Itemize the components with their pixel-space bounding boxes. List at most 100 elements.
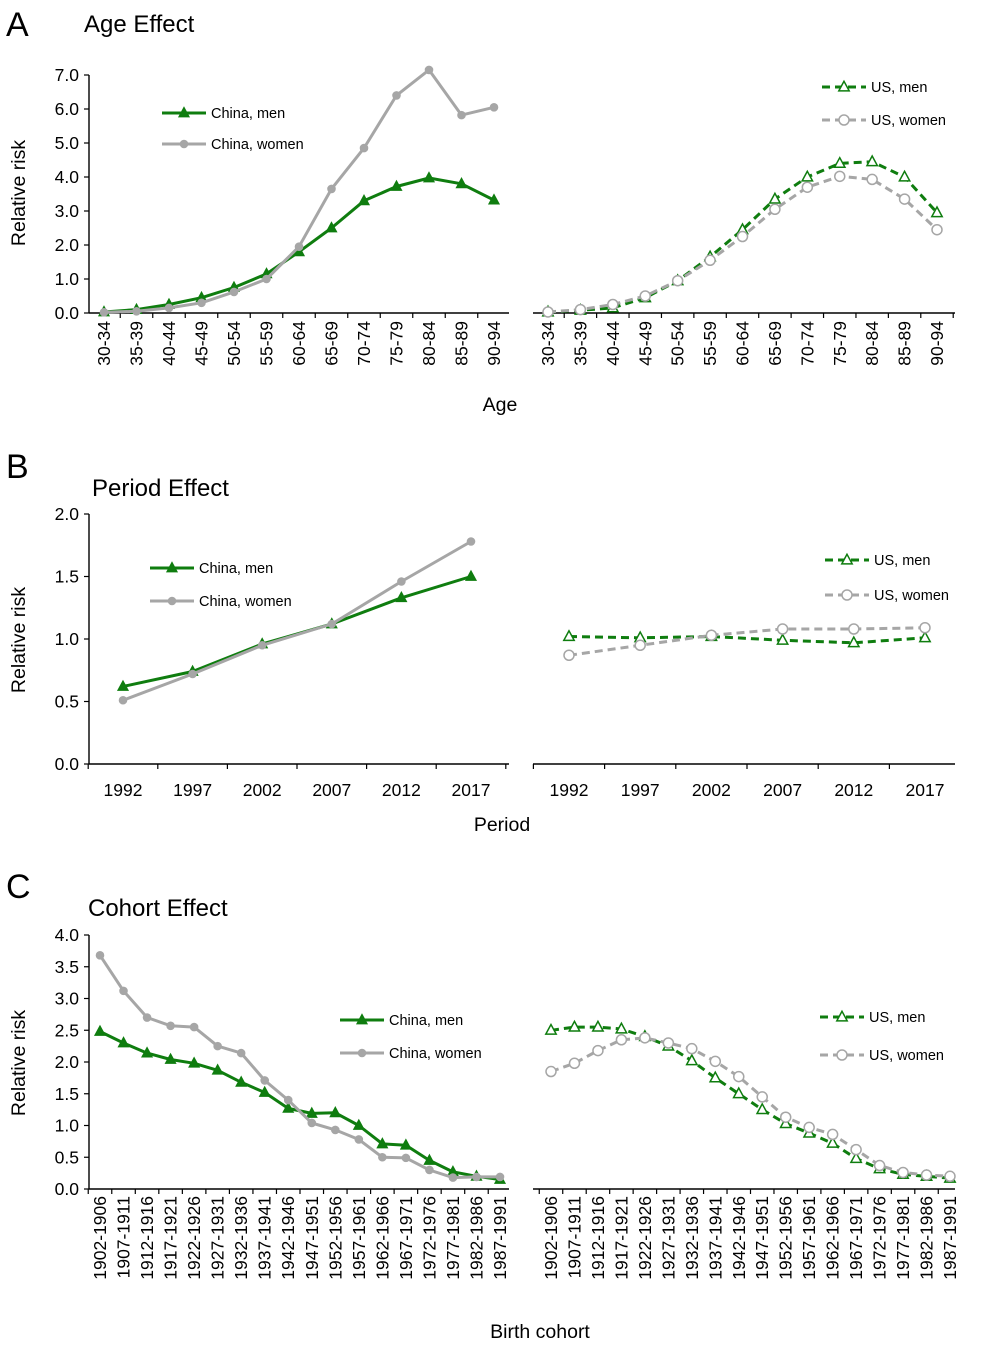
- data-point-china_women: [401, 1153, 411, 1163]
- x-tick-label: 1902-1906: [541, 1196, 561, 1280]
- data-point-china_men: [464, 569, 478, 581]
- data-point-us_men: [833, 156, 847, 169]
- data-point-us_men: [898, 169, 912, 182]
- y-tick-label: 2.0: [55, 235, 80, 255]
- x-tick-label: 65-69: [322, 321, 342, 366]
- series-line-china_men: [122, 575, 472, 688]
- legend-marker-us_men: [835, 1009, 849, 1022]
- x-tick-label: 60-64: [289, 321, 309, 366]
- age-effect-us-chart: 30-34 35-39 40-44 45-49 50-54 55-59 60-64 65-69…: [533, 79, 955, 366]
- x-tick-label: 40-44: [603, 321, 623, 366]
- x-tick-label: 1987-1991: [490, 1196, 510, 1280]
- x-tick-label: 1937-1941: [255, 1196, 275, 1280]
- data-point-us_women: [568, 1057, 581, 1070]
- data-point-china_men: [164, 1052, 177, 1064]
- panel-b-title: Period Effect: [92, 475, 229, 502]
- x-tick-label: 1937-1941: [705, 1196, 725, 1280]
- x-tick-label: 2007: [763, 780, 802, 800]
- y-tick-label: 1.0: [55, 269, 80, 289]
- data-point-us_men: [568, 1019, 581, 1032]
- series-line-china_women: [103, 68, 495, 314]
- x-tick-label: 70-74: [354, 321, 374, 366]
- y-tick-label: 3.0: [55, 201, 80, 221]
- data-point-china_women: [262, 274, 271, 284]
- data-point-china_women: [188, 669, 197, 679]
- x-tick-label: 1942-1946: [278, 1196, 298, 1280]
- data-point-us_men: [614, 1021, 628, 1034]
- panel-a-ylabel: Relative risk: [8, 140, 30, 246]
- data-point-china_women: [472, 1172, 481, 1182]
- y-tick-label: 3.0: [55, 989, 80, 1009]
- panel-a-xlabel: Age: [483, 394, 518, 416]
- legend-label-us_men: US, men: [874, 553, 930, 569]
- data-point-china_women: [425, 1165, 434, 1175]
- x-tick-label: 90-94: [927, 321, 947, 366]
- legend-marker-china_men: [165, 561, 179, 573]
- data-point-china_women: [330, 1125, 340, 1135]
- y-tick-label: 4.0: [55, 167, 80, 187]
- data-point-china_men: [235, 1075, 248, 1087]
- data-point-us_women: [873, 1159, 886, 1172]
- legend-marker-china_women: [357, 1048, 367, 1058]
- x-tick-label: 2002: [692, 780, 731, 800]
- legend-marker-us_women: [836, 1049, 848, 1061]
- data-point-china_women: [99, 308, 109, 317]
- panel-c-ylabel: Relative risk: [8, 1010, 30, 1116]
- x-tick-label: 65-69: [765, 321, 785, 366]
- data-point-us_women: [639, 1032, 651, 1044]
- x-tick-label: 1977-1981: [443, 1196, 463, 1280]
- y-tick-label: 0.5: [55, 692, 79, 712]
- data-point-us_men: [591, 1019, 605, 1032]
- legend-marker-china_women: [167, 596, 177, 606]
- series-line-us_women: [547, 174, 939, 314]
- x-tick-label: 1947-1951: [302, 1196, 322, 1280]
- x-tick-label: 1907-1911: [564, 1196, 584, 1278]
- data-point-us_women: [756, 1091, 768, 1103]
- legend-label-us_women: US, women: [874, 588, 949, 604]
- data-point-us_women: [776, 623, 789, 635]
- period-effect-china-chart: 0.0 0.5 1.0 1.5 2.0 1992 1997 2002 2007 2012 2017 C…: [55, 504, 509, 800]
- x-tick-label: 75-79: [387, 321, 407, 366]
- x-tick-label: 1912-1916: [137, 1196, 157, 1280]
- x-tick-label: 1972-1976: [419, 1196, 439, 1280]
- y-tick-label: 0.0: [55, 1179, 80, 1199]
- x-tick-label: 2012: [382, 780, 421, 800]
- data-point-china_men: [141, 1046, 154, 1058]
- x-tick-label: 30-34: [538, 321, 558, 366]
- data-point-china_women: [392, 91, 401, 100]
- data-point-china_women: [495, 1172, 505, 1182]
- x-tick-label: 55-59: [700, 321, 720, 366]
- x-tick-label: 30-34: [94, 321, 114, 366]
- legend-label-us_women: US, women: [869, 1048, 944, 1064]
- data-point-us_men: [776, 632, 790, 645]
- data-point-us_women: [545, 1065, 557, 1078]
- data-point-china_men: [357, 194, 371, 206]
- data-point-china_men: [390, 179, 403, 191]
- data-point-us_women: [662, 1037, 675, 1049]
- x-tick-label: 45-49: [192, 321, 212, 366]
- data-point-us_women: [709, 1055, 722, 1068]
- x-tick-label: 1952-1956: [325, 1196, 345, 1280]
- x-tick-label: 1917-1921: [161, 1196, 181, 1280]
- data-point-us_women: [542, 306, 554, 318]
- data-point-china_men: [422, 171, 436, 183]
- data-point-us_women: [704, 254, 716, 267]
- data-point-us_women: [736, 230, 749, 243]
- x-tick-label: 45-49: [635, 321, 655, 366]
- data-point-us_men: [685, 1053, 699, 1066]
- y-tick-label: 2.0: [55, 504, 80, 524]
- y-tick-label: 2.5: [55, 1020, 79, 1040]
- data-point-us_women: [944, 1170, 956, 1183]
- x-tick-label: 1917-1921: [611, 1196, 631, 1280]
- x-tick-label: 1962-1966: [372, 1196, 392, 1280]
- panel-c-letter: C: [6, 868, 31, 906]
- x-tick-label: 80-84: [419, 321, 439, 366]
- data-point-china_men: [399, 1138, 412, 1150]
- data-point-us_women: [574, 303, 587, 316]
- y-tick-label: 0.5: [55, 1147, 79, 1167]
- data-point-us_men: [865, 154, 879, 167]
- x-tick-label: 1932-1936: [682, 1196, 702, 1280]
- data-point-us_women: [897, 1166, 909, 1179]
- data-point-us_men: [847, 635, 861, 648]
- y-tick-label: 1.0: [55, 629, 80, 649]
